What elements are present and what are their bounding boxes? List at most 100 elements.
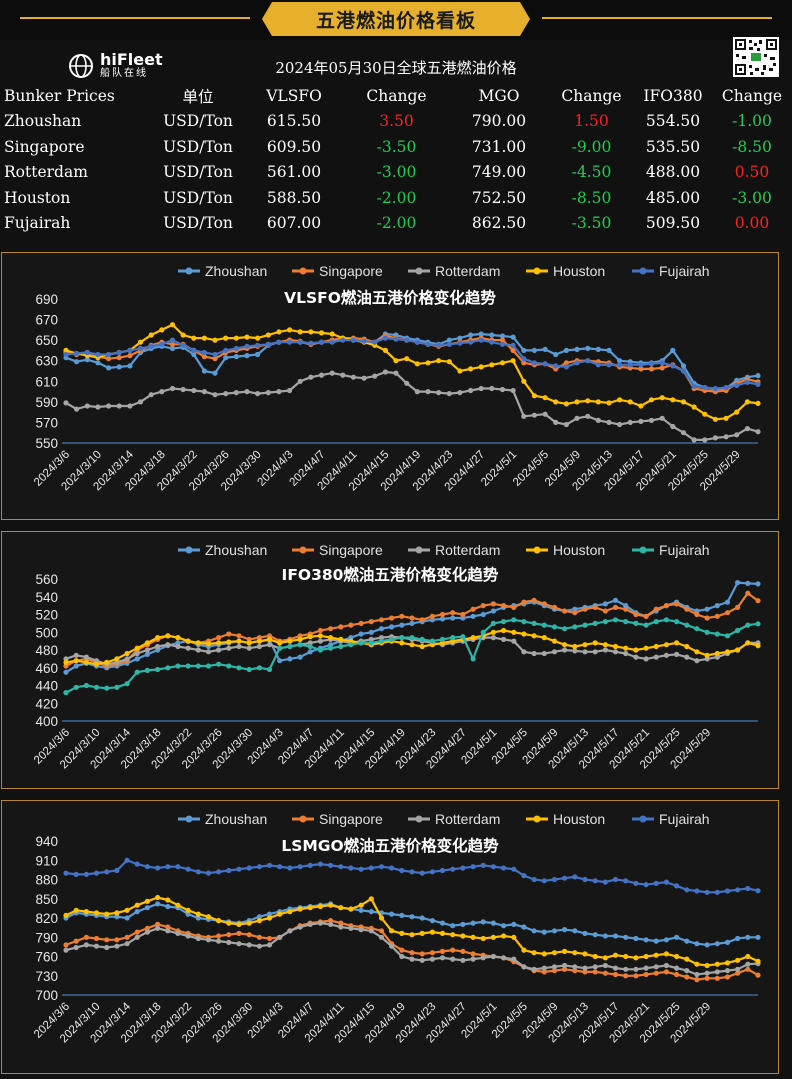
data-point: [643, 953, 649, 960]
data-point: [446, 337, 452, 343]
data-point: [551, 638, 558, 644]
data-point: [734, 382, 740, 388]
data-point: [638, 403, 644, 409]
data-point: [602, 955, 609, 961]
data-point: [541, 622, 547, 628]
y-tick-label: 820: [35, 911, 58, 926]
data-point: [317, 903, 323, 910]
data-point: [510, 334, 516, 340]
data-point: [144, 905, 150, 911]
data-point: [233, 345, 239, 351]
data-point: [338, 864, 344, 870]
data-point: [470, 606, 476, 612]
data-point: [562, 927, 568, 933]
data-point: [195, 869, 201, 875]
series-line-zhoushan: [65, 902, 758, 946]
data-point: [308, 329, 314, 335]
data-point: [63, 659, 69, 665]
data-point: [450, 923, 456, 929]
y-tick-label: 880: [35, 873, 58, 888]
data-point: [744, 399, 751, 405]
data-point: [223, 391, 229, 397]
data-point: [185, 866, 191, 872]
data-point: [674, 619, 680, 625]
vlsfo-trend-chart: Zhoushan Singapore Rotterdam Houston Fujaira…: [32, 263, 761, 493]
legend-label: Fujairah: [659, 263, 710, 279]
port-name: Singapore: [4, 137, 85, 156]
data-point: [255, 351, 261, 358]
data-point: [633, 880, 639, 886]
data-point: [368, 640, 374, 646]
data-point: [256, 943, 262, 949]
data-point: [521, 356, 527, 362]
data-point: [378, 864, 385, 870]
data-point: [348, 622, 354, 628]
data-point: [84, 403, 90, 409]
data-point: [623, 953, 629, 960]
data-point: [582, 876, 588, 883]
data-point: [562, 875, 568, 881]
data-point: [755, 888, 761, 894]
data-point: [297, 924, 303, 930]
data-point: [592, 640, 598, 646]
data-point: [745, 640, 751, 646]
data-point: [531, 412, 538, 418]
data-point: [582, 965, 588, 971]
data-point: [212, 370, 218, 376]
data-point: [201, 368, 207, 374]
data-point: [450, 615, 456, 621]
data-point: [480, 955, 486, 961]
data-point: [175, 635, 181, 641]
data-point: [755, 972, 761, 978]
data-point: [134, 656, 140, 662]
data-point: [287, 327, 293, 333]
data-point: [724, 960, 731, 966]
data-point: [572, 648, 578, 654]
y-tick-label: 440: [35, 679, 58, 694]
data-point: [574, 399, 580, 405]
data-point: [674, 934, 680, 940]
data-point: [266, 915, 273, 921]
data-point: [216, 938, 222, 944]
data-point: [169, 337, 176, 343]
data-point: [328, 918, 334, 924]
data-point: [191, 347, 197, 353]
data-point: [489, 385, 495, 392]
data-point: [648, 417, 655, 423]
data-point: [265, 341, 271, 347]
data-point: [83, 942, 89, 948]
data-point: [734, 432, 740, 438]
data-point: [551, 928, 558, 934]
data-point: [521, 924, 527, 930]
page-subtitle: 2024年05月30日全球五港燃油价格: [275, 59, 517, 77]
data-point: [501, 865, 507, 871]
data-point: [185, 907, 191, 913]
data-point: [185, 663, 191, 669]
data-point: [470, 920, 476, 926]
data-point: [165, 903, 171, 910]
data-point: [328, 902, 334, 908]
y-tick-label: 520: [35, 608, 58, 623]
data-point: [266, 935, 273, 942]
data-point: [680, 430, 687, 436]
data-point: [226, 631, 232, 637]
data-point: [134, 650, 140, 657]
data-point: [612, 604, 619, 610]
data-point: [317, 627, 323, 634]
y-tick-label: 730: [35, 969, 58, 984]
hifleet-logo[interactable]: hiFleet 船队在线: [68, 50, 163, 82]
data-point: [450, 956, 456, 962]
data-point: [216, 869, 222, 875]
data-point: [124, 857, 130, 863]
data-point: [195, 640, 201, 646]
data-point: [606, 400, 612, 406]
data-point: [439, 920, 446, 926]
data-point: [318, 372, 325, 378]
data-point: [684, 654, 690, 660]
data-point: [643, 622, 649, 628]
data-point: [744, 426, 751, 432]
data-point: [592, 932, 598, 938]
data-point: [358, 907, 364, 913]
vlsfo-change: -2.00: [376, 214, 417, 233]
data-point: [74, 359, 80, 365]
